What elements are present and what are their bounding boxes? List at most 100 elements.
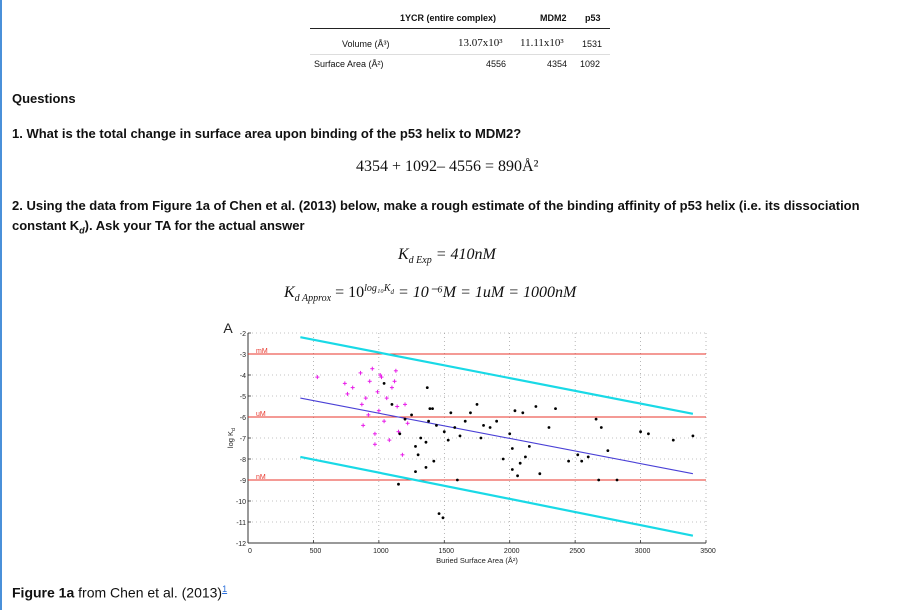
data-point <box>435 424 438 427</box>
question-1-equation: 4354 + 1092– 4556 = 890Å² <box>356 158 539 175</box>
table-row-label: Surface Area (Å²) <box>314 59 384 69</box>
data-point <box>384 396 389 401</box>
equation-kd-exp: Kd Exp = 410nM <box>398 246 496 266</box>
reference-line-label: nM <box>256 474 266 481</box>
panel-label: A <box>223 320 233 336</box>
y-tick-label: -8 <box>240 457 246 464</box>
y-tick-label: -12 <box>236 541 246 548</box>
data-point <box>554 407 557 410</box>
data-point <box>510 447 514 450</box>
data-point <box>392 379 397 384</box>
data-point <box>428 407 432 410</box>
y-axis-label-main: log K <box>226 431 235 448</box>
caption-ref-link[interactable]: 1 <box>222 584 228 594</box>
data-point <box>424 440 428 444</box>
data-point <box>508 432 512 436</box>
eq-value: = 410nM <box>431 246 496 263</box>
data-point <box>358 370 363 375</box>
question-2-text: 2. Using the data from Figure 1a of Chen… <box>12 198 860 233</box>
data-point <box>534 405 538 408</box>
data-point <box>416 453 420 457</box>
data-point <box>586 455 590 459</box>
x-tick-label: 500 <box>310 548 322 555</box>
data-point <box>455 478 459 482</box>
data-point <box>441 516 445 520</box>
data-point <box>518 461 522 465</box>
data-point <box>359 402 364 407</box>
data-point <box>393 368 398 373</box>
data-point <box>458 434 462 438</box>
data-point <box>606 449 610 452</box>
data-point <box>453 426 457 429</box>
y-tick-label: -9 <box>240 478 246 485</box>
table-cell: 4354 <box>547 59 568 69</box>
data-point <box>599 426 603 429</box>
data-point <box>419 436 423 440</box>
table-cell: 1092 <box>580 59 601 69</box>
data-point <box>463 419 467 423</box>
eq-symbol: K <box>398 246 409 263</box>
data-point <box>691 434 695 438</box>
equation-kd-approx: Kd Approx = 10log₁₀Kd = 10⁻⁶M = 1uM = 10… <box>284 282 577 305</box>
figure-caption: Figure 1a from Chen et al. (2013)1 <box>12 584 227 601</box>
data-point <box>363 396 368 401</box>
question-2: 2. Using the data from Figure 1a of Chen… <box>12 196 892 241</box>
data-point <box>342 381 347 386</box>
data-point <box>390 403 394 406</box>
data-point <box>442 430 446 434</box>
y-tick-label: -7 <box>240 436 246 443</box>
data-point <box>501 457 505 461</box>
data-point <box>414 445 417 448</box>
question-2-tail: ). Ask your TA for the actual answer <box>84 218 305 233</box>
data-point <box>475 403 479 406</box>
data-point <box>372 442 377 447</box>
questions-heading: Questions <box>12 91 76 106</box>
data-point <box>495 419 499 423</box>
data-point <box>376 408 381 413</box>
y-tick-label: -4 <box>240 373 246 380</box>
data-point <box>397 482 400 486</box>
data-point <box>425 386 429 389</box>
eq-symbol: K <box>284 284 295 301</box>
data-point <box>350 385 355 390</box>
x-tick-label: 0 <box>248 548 252 555</box>
question-2-sub: d <box>79 225 85 236</box>
data-point <box>427 419 430 423</box>
data-point <box>379 375 384 380</box>
data-point <box>424 466 428 469</box>
data-point <box>516 474 519 478</box>
table-cell: 13.07x10³ <box>458 37 503 49</box>
data-point <box>482 424 485 427</box>
data-point <box>446 438 450 442</box>
table-cell: 11.11x10³ <box>520 37 564 49</box>
data-point <box>527 445 531 448</box>
eq-base: = 10 <box>331 284 365 301</box>
data-point <box>431 407 434 410</box>
data-point <box>315 375 320 380</box>
data-point <box>432 459 436 463</box>
question-1: 1. What is the total change in surface a… <box>12 126 522 141</box>
y-axis-label: log Kd <box>226 428 237 448</box>
data-point <box>366 412 371 417</box>
eq-sub: d Exp <box>408 255 432 267</box>
data-point <box>395 404 400 409</box>
data-point <box>378 373 383 377</box>
data-point <box>414 470 417 473</box>
data-point <box>396 429 401 434</box>
data-point <box>671 438 675 442</box>
data-point <box>345 391 350 396</box>
caption-text: from Chen et al. (2013) <box>74 584 223 601</box>
data-point <box>375 389 380 394</box>
data-point <box>469 411 472 415</box>
y-tick-label: -10 <box>236 499 246 506</box>
eq-result: = 10⁻⁶M = 1uM = 1000nM <box>394 284 577 301</box>
table-col-header: p53 <box>585 13 601 23</box>
data-point <box>410 413 413 417</box>
data-point <box>367 379 372 384</box>
data-point <box>398 432 402 436</box>
table-col-header: MDM2 <box>540 13 567 23</box>
table-col-header: 1YCR (entire complex) <box>400 13 497 23</box>
left-border <box>0 0 2 610</box>
data-point <box>479 436 483 440</box>
data-point <box>437 512 441 515</box>
